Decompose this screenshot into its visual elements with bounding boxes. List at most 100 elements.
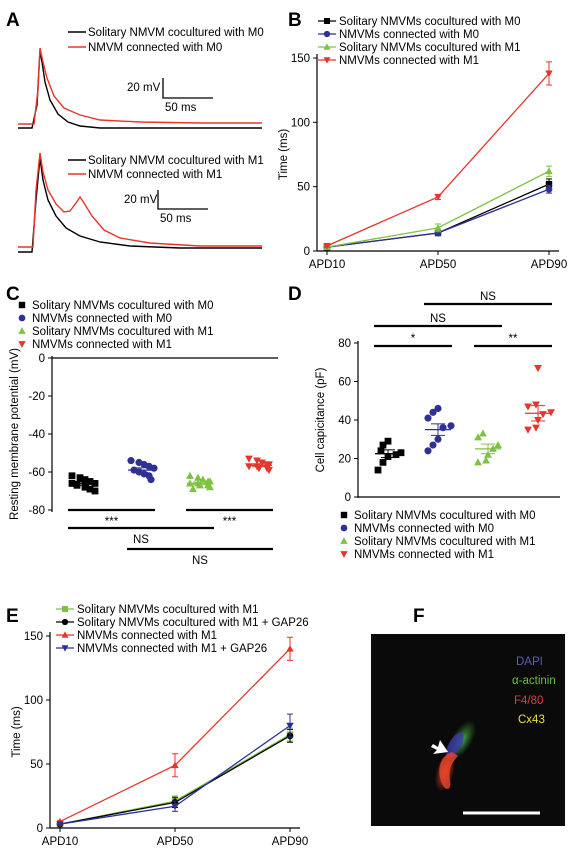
chart-d-point: [424, 447, 432, 455]
chart-d-point: [397, 449, 405, 457]
chart-d-point: [377, 447, 385, 455]
chart-c-legend-label: Solitary NMVMs cocultured with M0: [32, 300, 214, 312]
chart-c-y-tick-label: 0: [39, 353, 45, 365]
chart-d-legend-label: NMVMs connected with M1: [354, 549, 494, 561]
chart-d-legend-label: NMVMs connected with M0: [354, 523, 494, 535]
chart-b-legend-label: Solitary NMVMs cocultured with M0: [339, 16, 521, 28]
chart-c-point: [258, 459, 266, 467]
chart-b-point: [545, 167, 553, 175]
chart-b: 0 50 100 150 APD10 APD50 APD90 Time (ms) Solitar…: [278, 16, 567, 271]
chart-e-legend-label: NMVMs connected with M1: [77, 630, 217, 642]
chart-c-legend-label: NMVMs connected with M1: [32, 339, 172, 351]
chart-c-point: [206, 483, 214, 491]
chart-e-x-tick-label: APD50: [157, 836, 193, 848]
chart-b-point: [545, 180, 553, 188]
panel-c-letter: C: [6, 284, 20, 305]
chart-c-significance-label: NS: [192, 555, 208, 567]
chart-d-y-tick-label: 60: [338, 377, 351, 389]
chart-c-point: [86, 478, 94, 485]
chart-e-legend-marker: [61, 645, 69, 652]
chart-c-y-tick-label: -80: [28, 505, 45, 517]
chart-d-point: [479, 429, 487, 437]
chart-c-point: [147, 476, 155, 484]
chart-c-significance-label: ***: [223, 516, 237, 528]
chart-b-legend-marker: [324, 18, 330, 24]
chart-c-y-axis-label: Resting membrane potential (mV): [9, 348, 21, 520]
chart-d-significance-label: *: [411, 333, 416, 345]
chart-e-y-tick-label: 100: [24, 695, 43, 707]
chart-b-legend-label: Solitary NMVMs cocultured with M1: [339, 42, 521, 54]
chart-b-x-tick-label: APD50: [420, 259, 456, 271]
chart-c-significance-label: ***: [105, 516, 119, 528]
chart-c-point: [81, 476, 89, 483]
chart-c-point: [76, 474, 84, 482]
chart-d-point: [374, 466, 382, 474]
chart-b-series-line-4: [326, 73, 550, 247]
chart-b-point: [434, 224, 442, 231]
chart-d-legend-marker: [340, 511, 348, 519]
chart-c-point: [265, 467, 273, 475]
panel-b-letter: B: [288, 10, 302, 31]
chart-c-legend-marker: [18, 341, 26, 348]
panel-f: F DAPI α-actinin F4/80 Cx43: [371, 606, 565, 826]
chart-d-point: [534, 364, 542, 373]
chart-b-y-tick-label: 0: [304, 246, 310, 258]
chart-d-legend-marker: [340, 524, 348, 532]
chart-d-point: [429, 441, 437, 449]
chart-e-y-axis-label: Time (ms): [11, 706, 23, 757]
label-dapi: DAPI: [516, 656, 543, 668]
chart-b-x-tick-label: APD10: [309, 259, 345, 271]
chart-b-legend-marker: [323, 57, 331, 64]
chart-c-legend-marker: [18, 314, 26, 322]
scale-label-a-top-t: 50 ms: [165, 102, 197, 114]
chart-c-legend-marker: [18, 301, 26, 309]
panel-f-letter: F: [413, 606, 425, 627]
chart-c-point: [127, 457, 135, 465]
chart-d-y-tick-label: 20: [338, 454, 351, 466]
chart-e-x-tick-label: APD90: [272, 836, 308, 848]
cell-red-body: [439, 752, 458, 789]
chart-d-point: [379, 458, 387, 466]
chart-c-significance-label: NS: [133, 534, 149, 546]
chart-c-y-tick-label: -40: [28, 429, 45, 441]
scale-label-a-bottom-v: 20 mV: [124, 194, 158, 206]
scale-bar-a-top: [162, 78, 213, 99]
chart-d-significance-label: NS: [480, 291, 496, 303]
chart-e: 0 50 100 150 APD10 APD50 APD90 Time (ms) Solitar…: [11, 604, 309, 848]
chart-e-legend-marker: [61, 618, 69, 626]
chart-d-y-axis-label: Cell capicitance (pF): [315, 367, 327, 472]
chart-b-legend-marker: [323, 30, 331, 38]
chart-d-point: [474, 433, 482, 441]
chart-d-legend-marker: [340, 551, 348, 558]
chart-d-y-tick-label: 0: [345, 492, 351, 504]
chart-c-point: [81, 483, 89, 491]
chart-d-point: [474, 458, 482, 466]
chart-d-point: [482, 456, 490, 464]
chart-d-point: [434, 404, 442, 413]
chart-d-point: [524, 403, 532, 411]
panel-a: A Solitary NMVM cocultured with M0 NMVM …: [6, 10, 264, 253]
chart-d-point: [379, 441, 387, 449]
chart-e-point: [56, 821, 64, 828]
chart-c-legend-marker: [18, 327, 26, 334]
scale-label-a-bottom-t: 50 ms: [160, 213, 192, 225]
chart-c-point: [245, 455, 253, 463]
label-cx43: Cx43: [518, 714, 545, 726]
chart-b-y-tick-label: 50: [297, 182, 310, 194]
legend-a-top-label-2: NMVM connected with M0: [88, 42, 222, 54]
chart-d-significance-label: NS: [430, 313, 446, 325]
scale-label-a-top-v: 20 mV: [127, 82, 161, 94]
chart-d-y-tick-label: 80: [338, 338, 351, 350]
chart-c: 0 -20 -40 -60 -80 Resting membrane potential …: [9, 300, 278, 567]
label-actinin: α-actinin: [512, 675, 556, 687]
chart-b-series-line-1: [326, 183, 550, 248]
chart-e-point: [286, 644, 294, 652]
chart-c-point: [186, 471, 194, 479]
chart-c-legend-label: NMVMs connected with M0: [32, 313, 172, 325]
chart-d-point: [424, 414, 432, 422]
chart-d-point: [532, 424, 540, 432]
chart-d-point: [494, 440, 502, 449]
chart-d-point: [434, 435, 442, 443]
chart-c-y-tick-label: -60: [28, 467, 45, 479]
chart-e-x-tick-label: APD10: [42, 836, 78, 848]
